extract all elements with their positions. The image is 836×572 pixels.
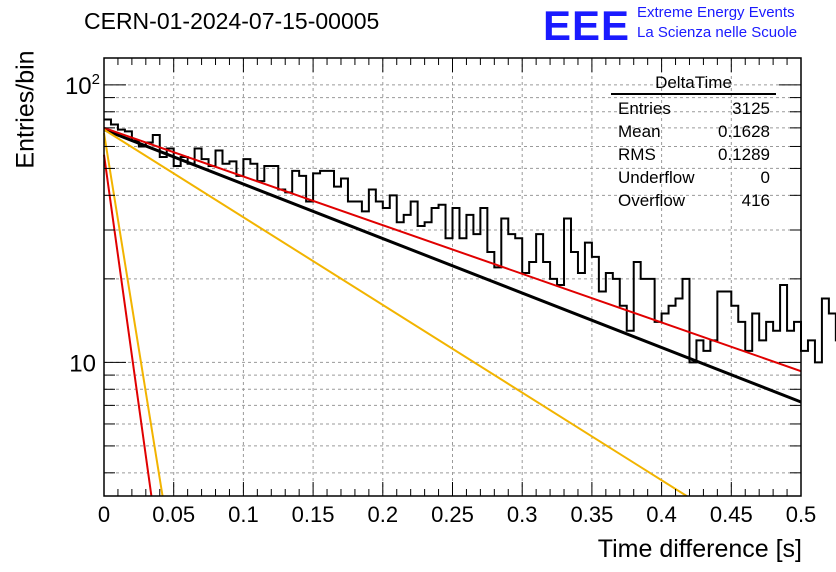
stats-row-entries: Entries 3125	[611, 97, 776, 120]
stats-value: 0.1628	[718, 122, 770, 141]
eee-logo: EEE	[543, 2, 631, 49]
logo-caption-line2: La Scienza nelle Scuole	[637, 24, 798, 41]
x-tick-label: 0	[98, 502, 110, 527]
stats-label: Overflow	[618, 191, 686, 210]
tick-labels: 0 0.05 0.1 0.15 0.2 0.25 0.3 0.35 0.4 0.45 0.51010…	[65, 71, 816, 527]
y-tick-label: 102	[65, 71, 100, 100]
stats-value: 0.1289	[718, 145, 770, 164]
fit-line-orange	[103, 128, 688, 497]
stats-row-underflow: Underflow 0	[611, 166, 776, 189]
stats-value: 3125	[732, 99, 770, 118]
y-tick-exponent: 2	[92, 71, 100, 88]
stats-row-rms: RMS 0.1289	[611, 143, 776, 166]
stats-value: 0	[760, 168, 770, 187]
y-tick-base: 10	[65, 73, 92, 100]
y-axis-label: Entries/bin	[11, 50, 40, 169]
y-tick-label: 10	[69, 350, 96, 377]
histogram-step-line	[104, 118, 836, 364]
stats-label: Mean	[618, 122, 661, 141]
stats-label: RMS	[618, 145, 656, 164]
x-tick-label: 0.4	[646, 502, 677, 527]
histogram-bars	[104, 118, 836, 364]
grid-lines	[104, 58, 801, 496]
axes	[103, 57, 802, 497]
fit-curves	[103, 126, 802, 497]
x-tick-label: 0.2	[368, 502, 399, 527]
x-tick-label: 0.5	[786, 502, 817, 527]
y-tick-base: 10	[69, 350, 96, 377]
run-title: CERN-01-2024-07-15-00005	[84, 8, 380, 34]
x-axis-label: Time difference [s]	[597, 535, 802, 563]
stats-row-mean: Mean 0.1628	[611, 120, 776, 143]
stats-label: Entries	[618, 99, 671, 118]
stats-box: DeltaTime Entries 3125 Mean 0.1628 RMS 0…	[611, 73, 776, 212]
stats-label: Underflow	[618, 168, 695, 187]
fit-line-orange	[103, 132, 164, 497]
fit-line-red	[103, 126, 802, 373]
stats-value: 416	[741, 191, 770, 210]
logo-caption-line1: Extreme Energy Events	[637, 4, 795, 21]
x-tick-label: 0.15	[292, 502, 335, 527]
fit-line-red	[103, 154, 153, 497]
stats-box-title: DeltaTime	[611, 73, 776, 95]
stats-row-overflow: Overflow 416	[611, 189, 776, 212]
x-tick-label: 0.3	[507, 502, 538, 527]
x-tick-label: 0.35	[570, 502, 613, 527]
x-tick-label: 0.25	[431, 502, 474, 527]
x-tick-label: 0.05	[152, 502, 195, 527]
x-tick-label: 0.1	[228, 502, 259, 527]
x-tick-label: 0.45	[710, 502, 753, 527]
fit-line-black	[103, 128, 802, 404]
